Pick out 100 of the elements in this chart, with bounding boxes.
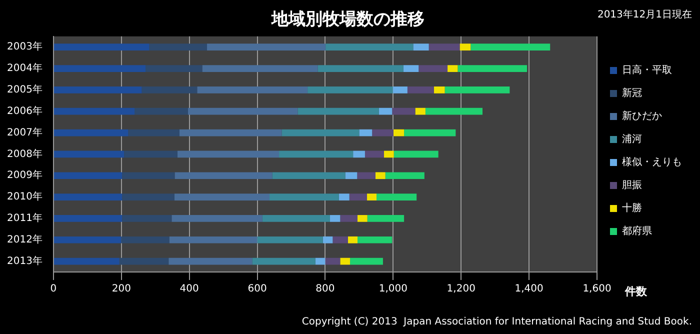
legend-label: 十勝 bbox=[622, 202, 642, 214]
bar bbox=[174, 172, 272, 180]
legend-label: 様似・えりも bbox=[622, 156, 682, 168]
bar bbox=[54, 258, 120, 265]
bar bbox=[252, 258, 316, 265]
legend-label: 浦河 bbox=[622, 133, 642, 146]
legend-label: 新冠 bbox=[622, 87, 642, 100]
text: 2013年12月1日現在 bbox=[597, 8, 692, 21]
bar bbox=[392, 108, 416, 115]
bar bbox=[415, 108, 426, 115]
bar bbox=[54, 65, 146, 72]
bar bbox=[298, 108, 379, 115]
y-tick-label: 2006年 bbox=[6, 104, 42, 117]
bar bbox=[54, 44, 150, 51]
bar bbox=[358, 215, 368, 222]
bar bbox=[54, 129, 128, 136]
bar bbox=[197, 86, 308, 94]
bar bbox=[349, 194, 368, 200]
bar bbox=[345, 172, 358, 180]
bar bbox=[169, 236, 258, 244]
bar bbox=[270, 194, 339, 200]
bar bbox=[202, 65, 318, 72]
bar bbox=[146, 65, 202, 72]
bar bbox=[326, 44, 414, 51]
bar bbox=[458, 65, 528, 72]
y-tick-label: 2013年 bbox=[6, 254, 42, 267]
y-tick-label: 2007年 bbox=[6, 126, 42, 138]
bar bbox=[172, 215, 262, 222]
x-tick-label: 400 bbox=[180, 284, 199, 295]
bar bbox=[272, 172, 346, 180]
bar bbox=[325, 258, 340, 265]
bar bbox=[54, 108, 135, 115]
bar bbox=[262, 215, 330, 222]
bar bbox=[54, 150, 124, 158]
y-tick-label: 2012年 bbox=[6, 233, 42, 246]
bar bbox=[378, 108, 392, 115]
y-tick-label: 2004年 bbox=[6, 62, 42, 74]
bar bbox=[359, 129, 372, 136]
bar bbox=[367, 194, 377, 200]
bar bbox=[177, 150, 280, 158]
bar bbox=[188, 108, 298, 115]
bar bbox=[338, 194, 350, 200]
text: Copyright (C) 2013 Japan Association for International Racing and Stud Book. bbox=[302, 316, 692, 328]
bar bbox=[350, 258, 383, 265]
bar bbox=[54, 86, 142, 94]
bar bbox=[348, 236, 358, 244]
bar bbox=[353, 150, 365, 158]
bar bbox=[418, 65, 448, 72]
bar bbox=[367, 215, 404, 222]
bar bbox=[434, 86, 445, 94]
bar bbox=[372, 129, 394, 136]
bar bbox=[385, 172, 424, 180]
x-tick-label: 800 bbox=[316, 284, 335, 295]
x-axis-title: 件数 bbox=[624, 284, 648, 298]
bar bbox=[54, 194, 122, 200]
bar bbox=[392, 86, 408, 94]
bar bbox=[376, 172, 386, 180]
y-tick-label: 2010年 bbox=[6, 190, 42, 203]
chart-title: 地域別牧場数の推移 bbox=[270, 10, 424, 30]
bar bbox=[403, 65, 419, 72]
bar bbox=[122, 215, 172, 222]
x-tick-label: 1,400 bbox=[514, 284, 544, 295]
bar bbox=[315, 258, 326, 265]
bar bbox=[124, 150, 178, 158]
bar bbox=[404, 129, 456, 136]
bar bbox=[364, 150, 384, 158]
bar bbox=[119, 258, 169, 265]
y-tick-label: 2003年 bbox=[6, 40, 42, 53]
bar bbox=[54, 172, 122, 180]
bar bbox=[394, 129, 404, 136]
bar bbox=[279, 150, 354, 158]
y-tick-label: 2009年 bbox=[6, 169, 42, 182]
y-tick-label: 2011年 bbox=[6, 212, 42, 224]
bar bbox=[282, 129, 360, 136]
bar bbox=[332, 236, 348, 244]
bar bbox=[330, 215, 340, 222]
x-tick-label: 1,600 bbox=[582, 284, 612, 295]
bar bbox=[425, 108, 483, 115]
bar bbox=[448, 65, 458, 72]
bar bbox=[470, 44, 550, 51]
bar bbox=[128, 129, 180, 136]
bar bbox=[413, 44, 429, 51]
bar bbox=[318, 65, 404, 72]
bar bbox=[134, 108, 188, 115]
bar bbox=[357, 172, 376, 180]
bar bbox=[121, 236, 170, 244]
y-tick-label: 2005年 bbox=[6, 84, 42, 96]
bar bbox=[428, 44, 460, 51]
bar bbox=[340, 258, 350, 265]
legend-label: 胆振 bbox=[622, 179, 642, 192]
bar bbox=[444, 86, 510, 94]
bar bbox=[207, 44, 326, 51]
bar bbox=[407, 86, 434, 94]
bar bbox=[322, 236, 333, 244]
legend-label: 日高・平取 bbox=[622, 64, 672, 76]
x-tick-label: 600 bbox=[248, 284, 267, 295]
y-tick-label: 2008年 bbox=[6, 148, 42, 160]
legend-label: 都府県 bbox=[622, 225, 652, 238]
x-tick-label: 1,200 bbox=[446, 284, 476, 295]
bar bbox=[460, 44, 471, 51]
